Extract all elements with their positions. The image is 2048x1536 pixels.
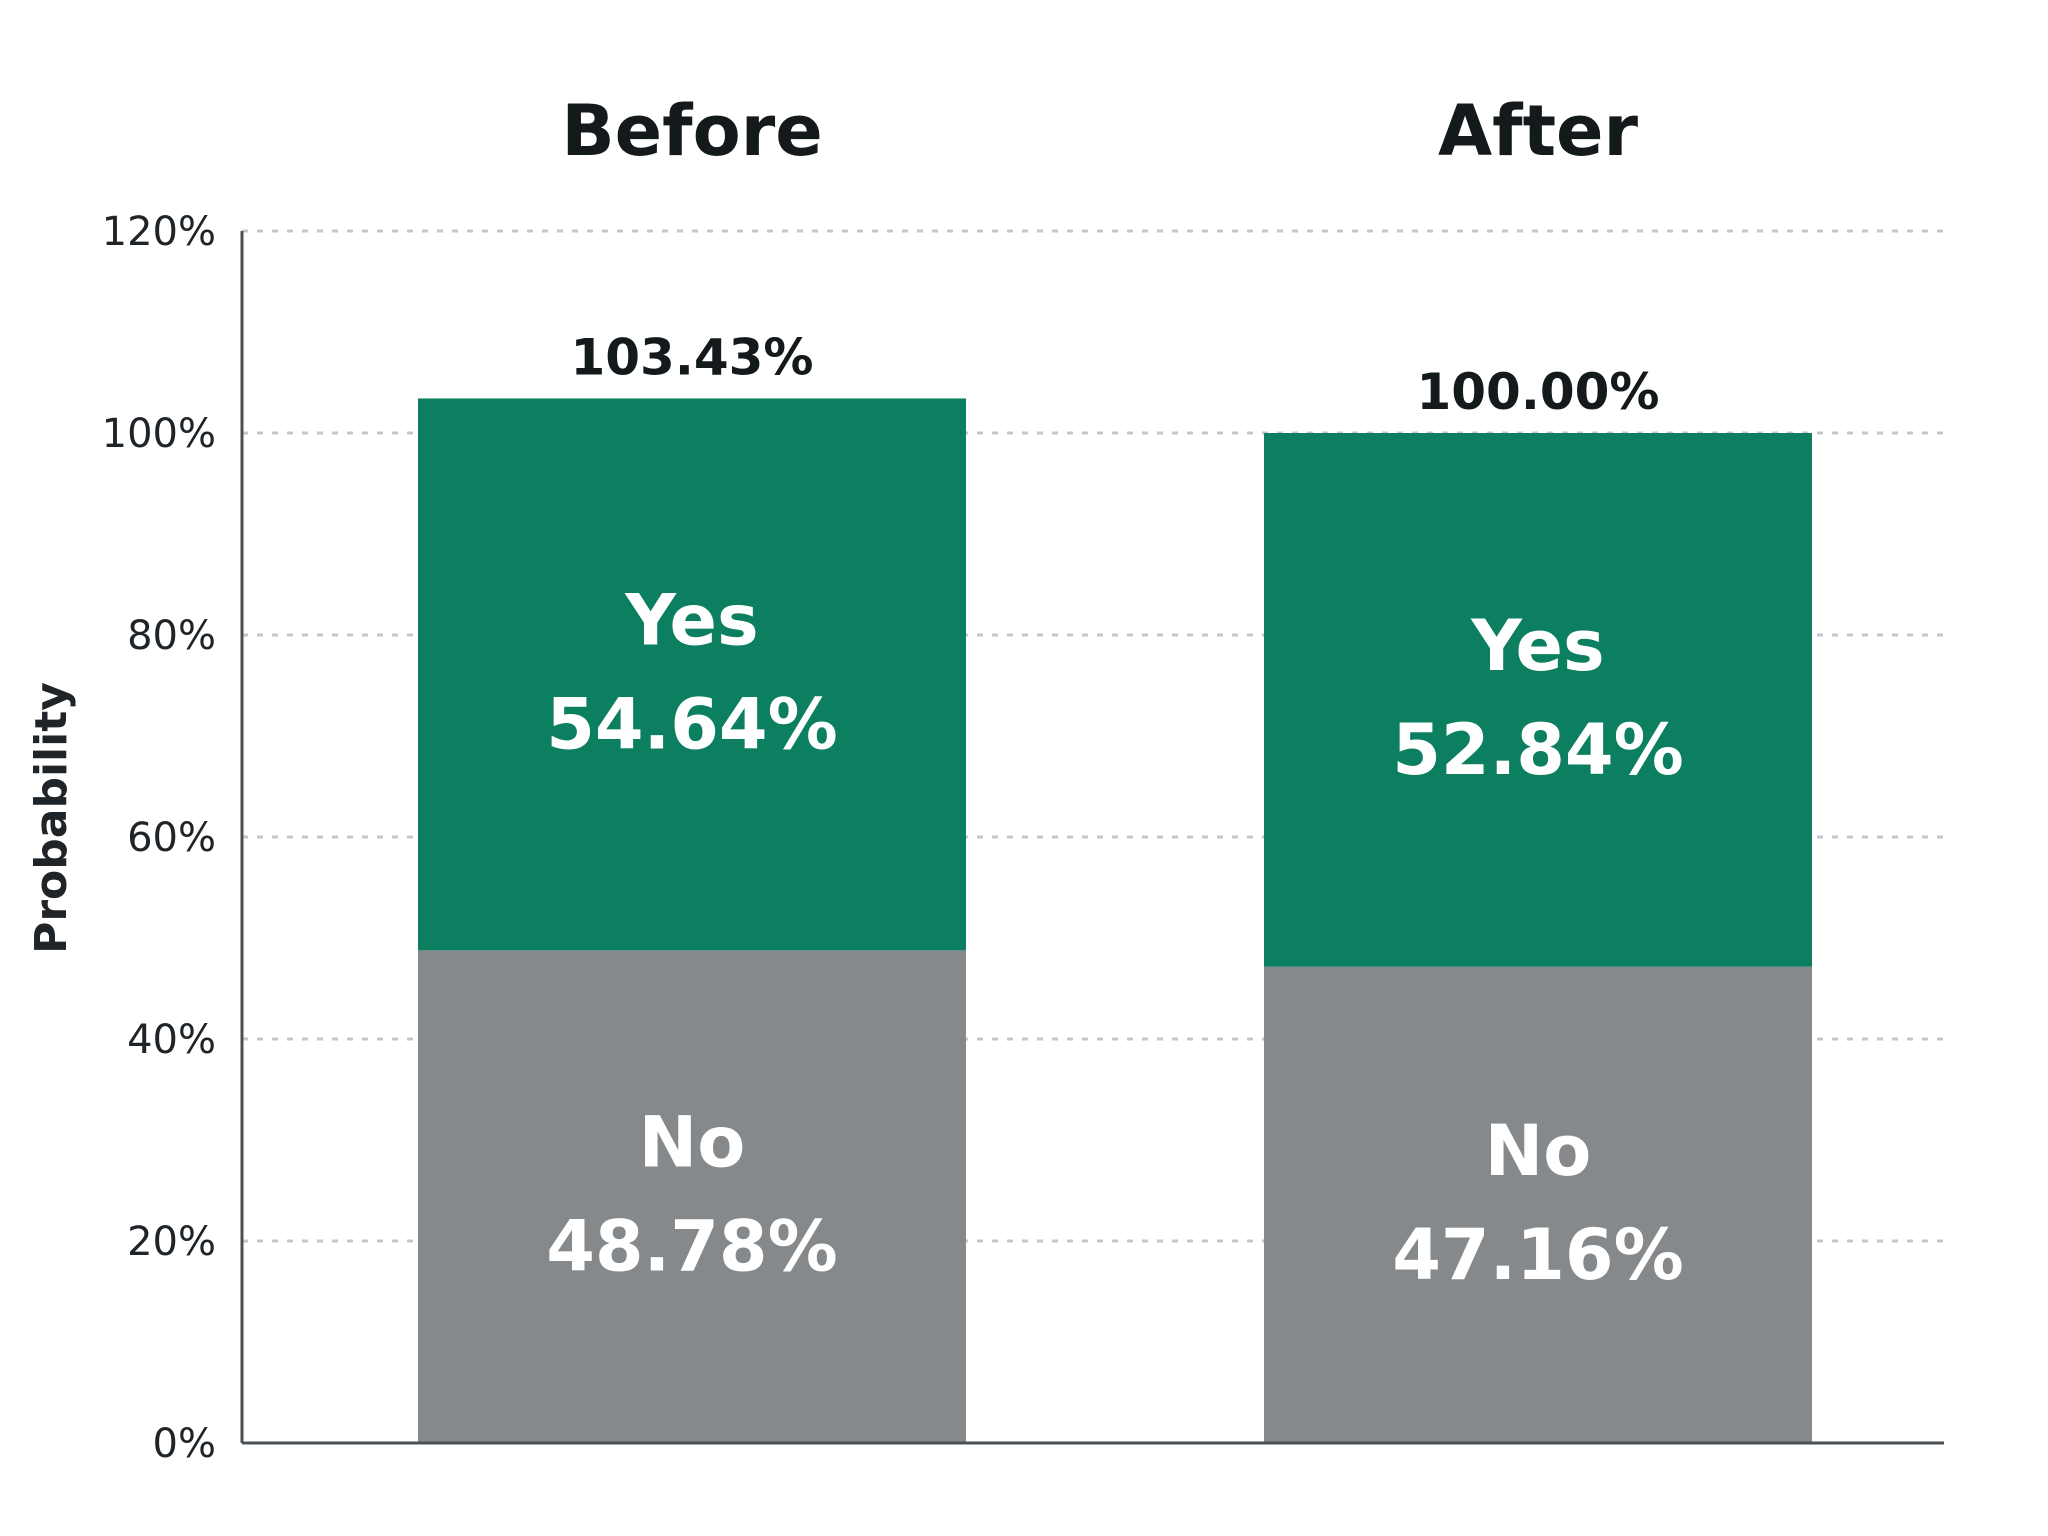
segment-name-label: Yes bbox=[624, 579, 758, 661]
bar-yes-after bbox=[1264, 433, 1812, 967]
y-tick-labels: 0% 20% 40% 60% 80% 100% 120% bbox=[102, 209, 216, 1467]
bars bbox=[418, 398, 1812, 1443]
total-label-before: 103.43% bbox=[570, 328, 813, 386]
category-title-after: After bbox=[1438, 90, 1639, 172]
total-label-after: 100.00% bbox=[1416, 363, 1659, 421]
y-tick-label: 80% bbox=[127, 613, 216, 659]
total-labels: 103.43% 100.00% bbox=[570, 328, 1659, 421]
bar-no-after bbox=[1264, 966, 1812, 1443]
segment-labels: No 48.78% Yes 54.64% No 47.16% Yes 52.84% bbox=[546, 579, 1684, 1295]
y-tick-label: 120% bbox=[102, 209, 216, 255]
axes bbox=[240, 231, 1944, 1445]
segment-name-label: No bbox=[639, 1102, 746, 1184]
y-axis-label: Probability bbox=[26, 682, 77, 954]
y-tick-label: 40% bbox=[127, 1017, 216, 1063]
segment-value-label: 47.16% bbox=[1392, 1214, 1684, 1296]
y-tick-label: 100% bbox=[102, 411, 216, 457]
y-tick-label: 0% bbox=[153, 1421, 216, 1467]
y-tick-label: 20% bbox=[127, 1219, 216, 1265]
category-titles: Before After bbox=[561, 90, 1638, 172]
bar-no-before bbox=[418, 950, 966, 1443]
segment-name-label: No bbox=[1485, 1110, 1592, 1192]
segment-name-label: Yes bbox=[1470, 605, 1604, 687]
segment-value-label: 48.78% bbox=[546, 1206, 838, 1288]
segment-value-label: 54.64% bbox=[546, 683, 838, 765]
category-title-before: Before bbox=[561, 90, 822, 172]
y-tick-label: 60% bbox=[127, 815, 216, 861]
segment-value-label: 52.84% bbox=[1392, 709, 1684, 791]
bar-yes-before bbox=[418, 398, 966, 951]
